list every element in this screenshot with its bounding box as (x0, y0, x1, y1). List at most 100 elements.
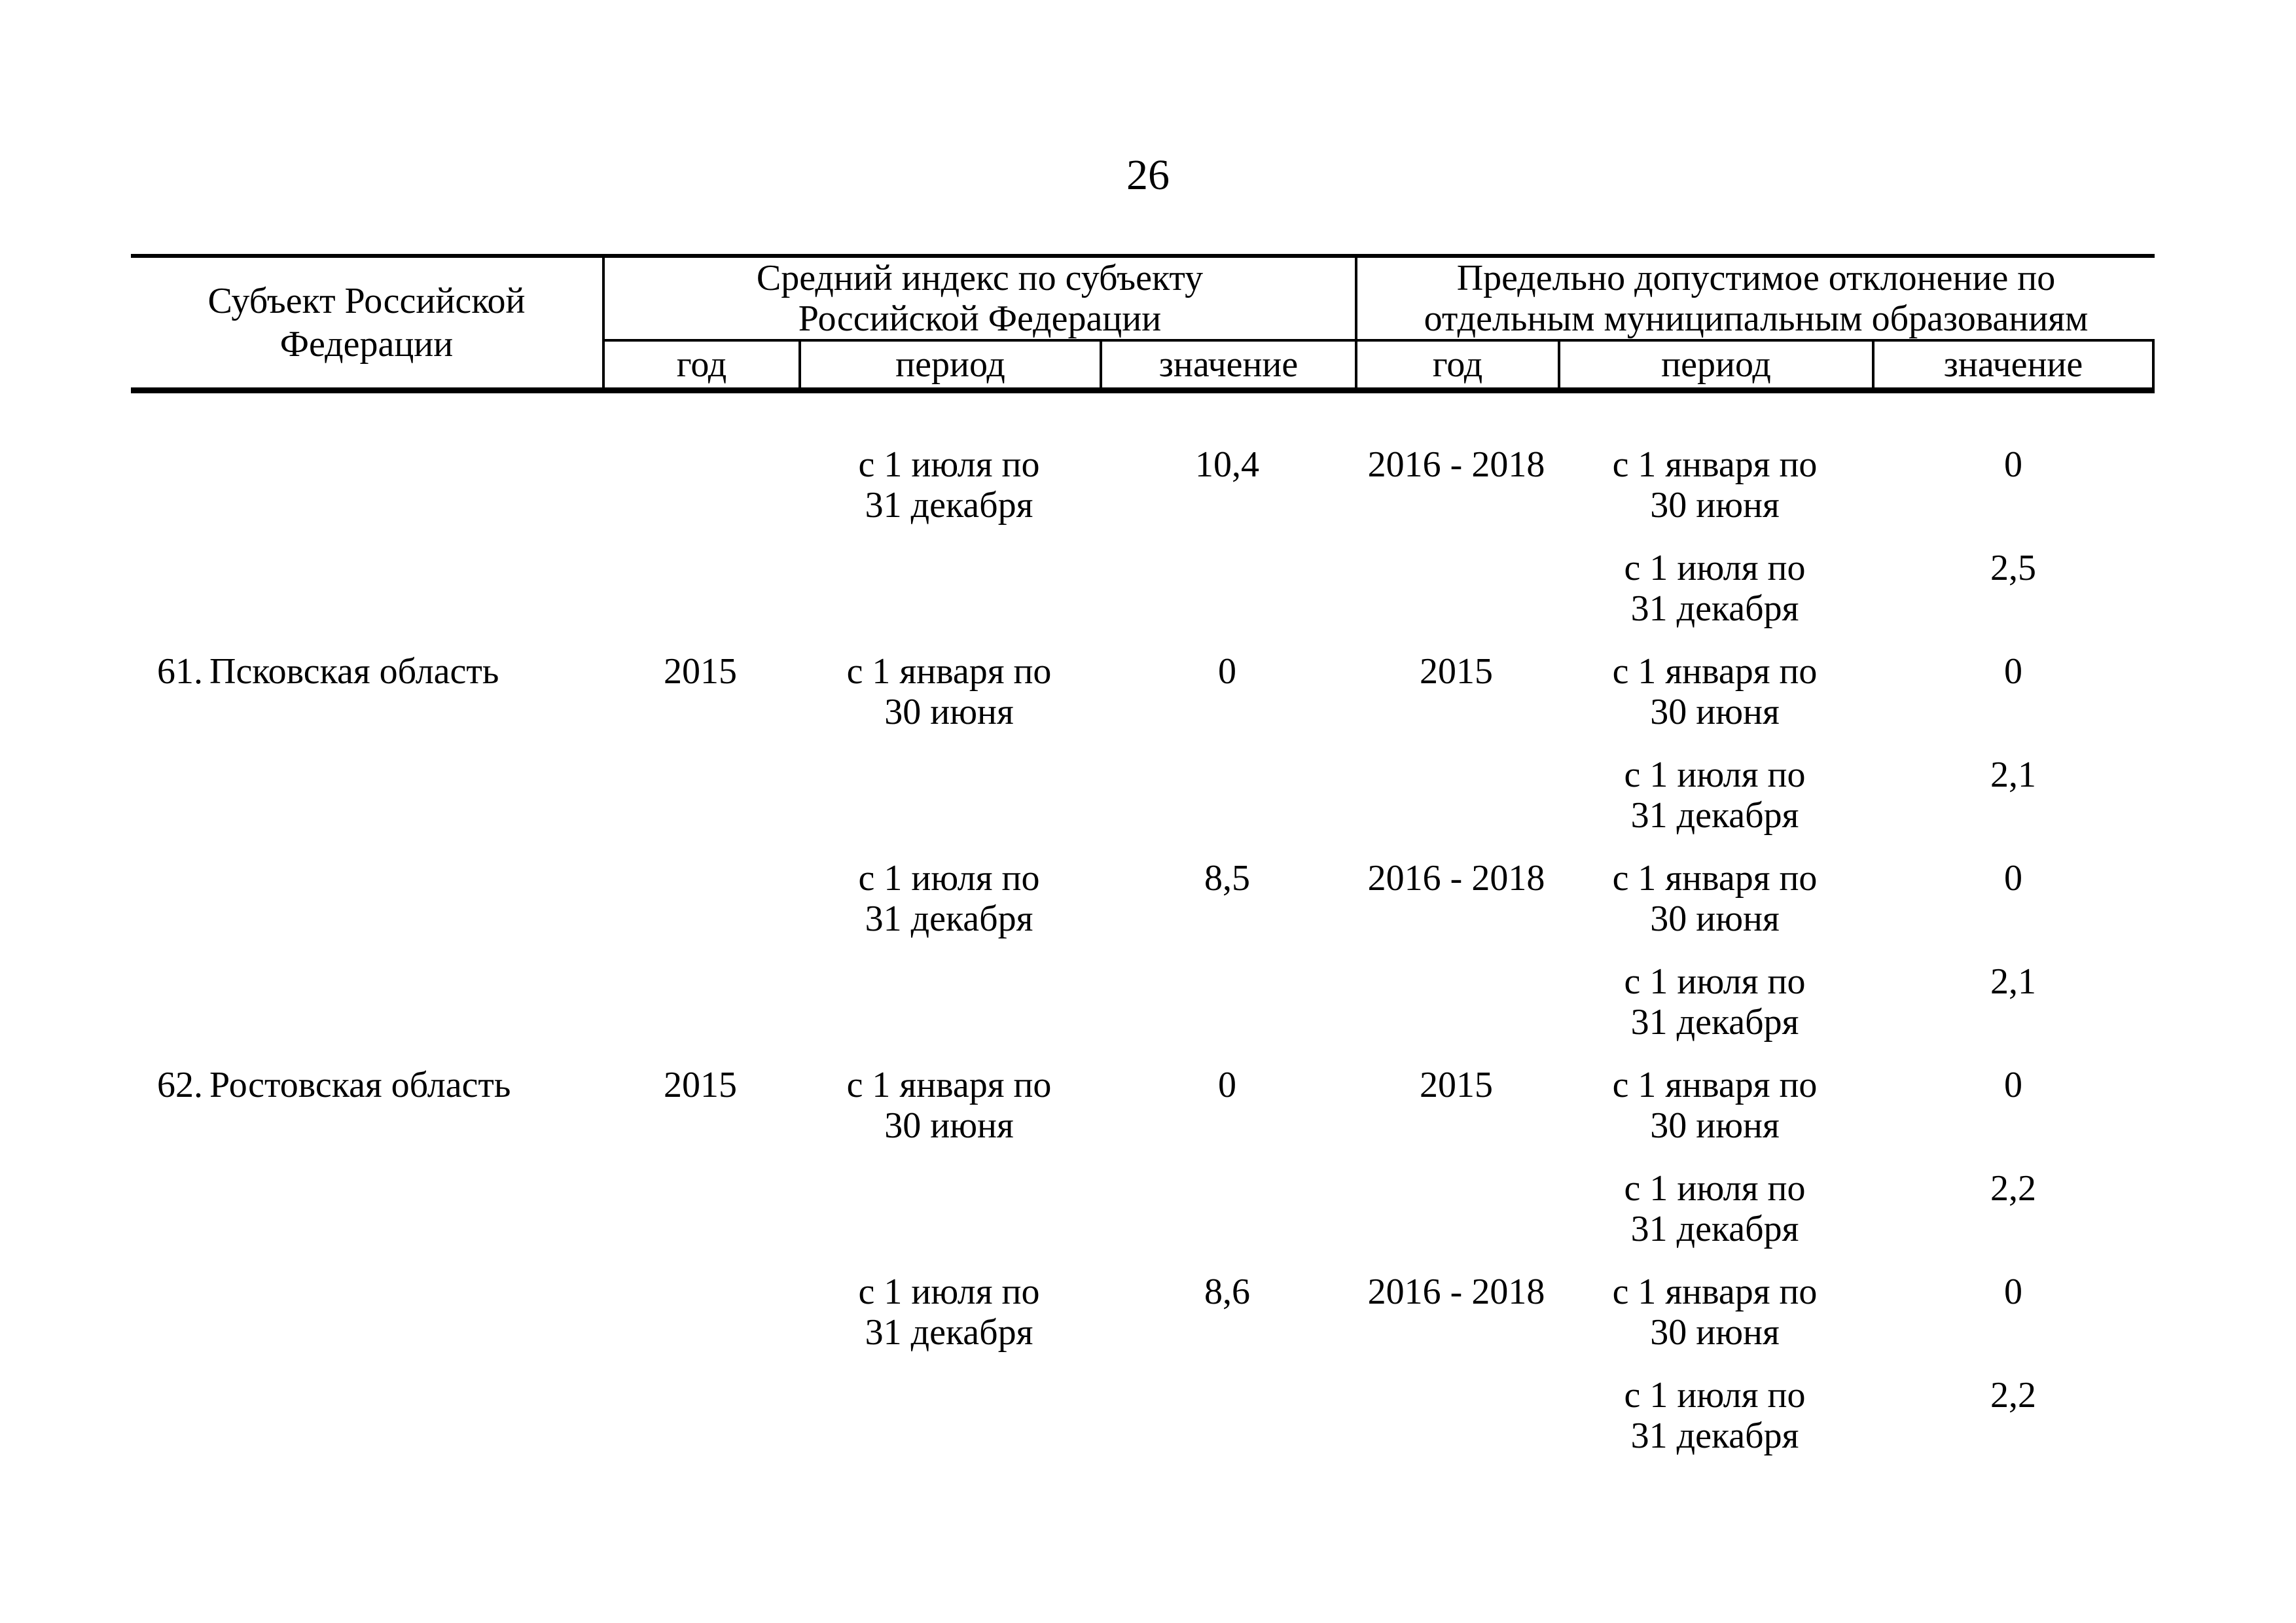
cell-period-subject: с 1 июля по 31 декабря (798, 1272, 1100, 1353)
cell-value-municipal: 0 (2004, 1065, 2022, 1105)
cell-period-municipal: с 1 января по 30 июня (1558, 444, 1872, 526)
period-line: 31 декабря (1630, 1002, 1799, 1043)
cell-subject (131, 1272, 602, 1312)
cell-value-municipal: 0 (2004, 444, 2022, 485)
cell-period-municipal: с 1 июля по 31 декабря (1558, 1168, 1872, 1249)
period-line: 31 декабря (1630, 1416, 1799, 1456)
period-line: с 1 июля по (1624, 1375, 1806, 1416)
header-subject-line: Субъект Российской (207, 281, 526, 321)
period-line: с 1 июля по (1624, 961, 1806, 1002)
table-row: с 1 июля по 31 декабря 2,2 (131, 1375, 2155, 1478)
cell-period-subject: с 1 июля по 31 декабря (798, 444, 1100, 526)
cell-value-subject: 8,5 (1204, 858, 1250, 899)
period-line: с 1 июля по (858, 1272, 1040, 1312)
cell-year-municipal: 2015 (1420, 1065, 1493, 1105)
cell-value-municipal: 2,1 (1990, 755, 2036, 795)
period-line: 30 июня (1650, 1312, 1780, 1353)
period-line: 31 декабря (865, 1312, 1033, 1353)
period-line: 30 июня (884, 692, 1014, 732)
period-line: с 1 января по (1612, 651, 1818, 692)
cell-value-municipal: 2,2 (1990, 1168, 2036, 1209)
period-line: с 1 января по (846, 1065, 1052, 1105)
cell-year-municipal: 2016 - 2018 (1367, 1272, 1545, 1312)
row-number: 61. (157, 651, 203, 692)
period-line: с 1 июля по (858, 444, 1040, 485)
header-year-municipal: год (1355, 342, 1558, 387)
cell-year-subject: 2015 (664, 1065, 737, 1105)
period-line: 30 июня (1650, 899, 1780, 939)
period-line: с 1 июля по (1624, 1168, 1806, 1209)
cell-year-municipal: 2016 - 2018 (1367, 444, 1545, 485)
cell-period-subject: с 1 января по 30 июня (798, 651, 1100, 732)
table-row: 62. Ростовская область 2015 с 1 января по… (131, 1065, 2155, 1168)
cell-value-municipal: 2,1 (1990, 961, 2036, 1002)
cell-period-subject: с 1 июля по 31 декабря (798, 858, 1100, 939)
cell-period-subject: с 1 января по 30 июня (798, 1065, 1100, 1146)
cell-subject (131, 1168, 602, 1209)
period-line: с 1 января по (846, 651, 1052, 692)
period-line: с 1 января по (1612, 1065, 1818, 1105)
header-value-subject: значение (1100, 342, 1355, 387)
period-line: 30 июня (1650, 485, 1780, 526)
cell-period-municipal: с 1 января по 30 июня (1558, 651, 1872, 732)
table-row: с 1 июля по 31 декабря 2,2 (131, 1168, 2155, 1272)
header-group-line: отдельным муниципальным образованиям (1424, 298, 2089, 339)
header-value-municipal: значение (1872, 342, 2155, 387)
header-group-line: Российской Федерации (798, 298, 1162, 339)
cell-value-municipal: 0 (2004, 1272, 2022, 1312)
table-row: с 1 июля по 31 декабря 8,5 2016 - 2018 с… (131, 858, 2155, 961)
cell-value-municipal: 0 (2004, 651, 2022, 692)
row-number: 62. (157, 1065, 203, 1105)
header-period-subject: период (798, 342, 1100, 387)
header-group-average-index: Средний индекс по субъекту Российской Фе… (602, 258, 1355, 342)
cell-value-subject: 10,4 (1195, 444, 1259, 485)
cell-period-municipal: с 1 июля по 31 декабря (1558, 961, 1872, 1043)
period-line: 31 декабря (865, 485, 1033, 526)
cell-subject: 62. Ростовская область (131, 1065, 602, 1105)
table-row: с 1 июля по 31 декабря 2,1 (131, 755, 2155, 858)
table-row: с 1 июля по 31 декабря 10,4 2016 - 2018 … (131, 444, 2155, 548)
cell-value-subject: 0 (1218, 1065, 1236, 1105)
table-body: с 1 июля по 31 декабря 10,4 2016 - 2018 … (131, 444, 2155, 1478)
cell-year-subject: 2015 (664, 651, 737, 692)
cell-period-municipal: с 1 января по 30 июня (1558, 1065, 1872, 1146)
cell-period-municipal: с 1 января по 30 июня (1558, 858, 1872, 939)
cell-year-municipal: 2015 (1420, 651, 1493, 692)
cell-period-municipal: с 1 января по 30 июня (1558, 1272, 1872, 1353)
period-line: с 1 июля по (858, 858, 1040, 899)
cell-value-subject: 0 (1218, 651, 1236, 692)
header-subject-line: Федерации (279, 324, 454, 365)
cell-period-municipal: с 1 июля по 31 декабря (1558, 548, 1872, 629)
tariff-index-table: Субъект Российской Федерации Средний инд… (131, 254, 2155, 1478)
table-header: Субъект Российской Федерации Средний инд… (131, 254, 2155, 393)
cell-period-municipal: с 1 июля по 31 декабря (1558, 755, 1872, 836)
header-group-max-deviation: Предельно допустимое отклонение по отдел… (1355, 258, 2155, 342)
cell-subject (131, 444, 602, 485)
period-line: 31 декабря (1630, 588, 1799, 629)
period-line: 31 декабря (1630, 795, 1799, 836)
subject-name: Псковская область (209, 651, 499, 692)
table-header-grid: Субъект Российской Федерации Средний инд… (131, 258, 2155, 387)
cell-value-municipal: 2,5 (1990, 548, 2036, 588)
table-row: 61. Псковская область 2015 с 1 января по … (131, 651, 2155, 755)
cell-subject (131, 1375, 602, 1416)
table-row: с 1 июля по 31 декабря 2,5 (131, 548, 2155, 651)
period-line: 30 июня (884, 1105, 1014, 1146)
header-group-line: Предельно допустимое отклонение по (1456, 258, 2056, 298)
header-period-municipal: период (1558, 342, 1872, 387)
cell-subject (131, 858, 602, 899)
header-group-line: Средний индекс по субъекту (756, 258, 1204, 298)
period-line: с 1 июля по (1624, 548, 1806, 588)
header-subject-cell: Субъект Российской Федерации (131, 258, 602, 387)
cell-year-municipal: 2016 - 2018 (1367, 858, 1545, 899)
cell-subject (131, 961, 602, 1002)
cell-subject (131, 548, 602, 588)
cell-value-municipal: 0 (2004, 858, 2022, 899)
cell-value-subject: 8,6 (1204, 1272, 1250, 1312)
period-line: 30 июня (1650, 1105, 1780, 1146)
header-year-subject: год (602, 342, 798, 387)
period-line: с 1 января по (1612, 858, 1818, 899)
cell-subject: 61. Псковская область (131, 651, 602, 692)
period-line: с 1 января по (1612, 1272, 1818, 1312)
subject-name: Ростовская область (209, 1065, 511, 1105)
